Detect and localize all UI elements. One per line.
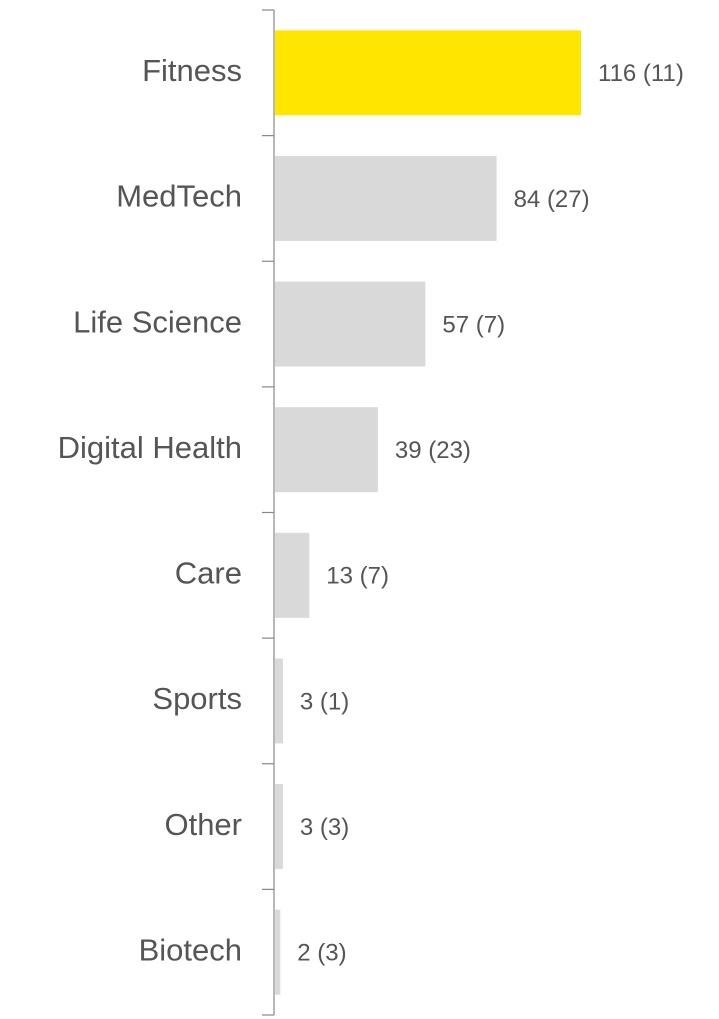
value-label: 3 (3) — [300, 814, 349, 841]
value-label: 3 (1) — [300, 688, 349, 715]
bar — [275, 407, 378, 493]
category-label: Sports — [152, 681, 242, 716]
bar — [275, 784, 283, 870]
category-label: Other — [164, 807, 242, 842]
bar — [275, 155, 497, 241]
category-label: Fitness — [142, 53, 242, 88]
value-label: 57 (7) — [442, 311, 505, 338]
bar — [275, 281, 426, 367]
category-label: Life Science — [73, 304, 242, 339]
bar — [275, 909, 281, 995]
bar — [275, 30, 581, 116]
value-label: 116 (11) — [598, 60, 684, 87]
value-label: 13 (7) — [326, 563, 389, 590]
value-label: 39 (23) — [395, 437, 471, 464]
category-label: Care — [175, 556, 242, 591]
category-label: Digital Health — [58, 430, 242, 465]
bar — [275, 658, 283, 744]
bar — [275, 532, 310, 618]
value-label: 84 (27) — [514, 186, 590, 213]
value-label: 2 (3) — [297, 940, 346, 967]
category-label: Biotech — [139, 932, 242, 967]
category-label: MedTech — [116, 179, 242, 214]
